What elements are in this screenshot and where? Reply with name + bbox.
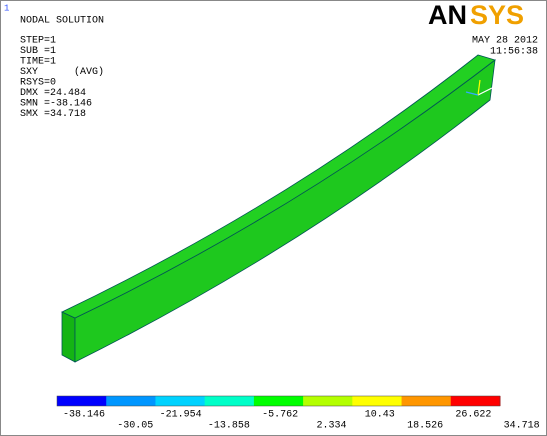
legend-label: -5.762	[262, 410, 298, 421]
legend-band	[352, 396, 402, 406]
legend-band	[155, 396, 205, 406]
legend-label: 34.718	[504, 421, 540, 432]
logo-left: AN	[428, 0, 467, 30]
legend-band	[254, 396, 304, 406]
legend-band	[205, 396, 255, 406]
info-line: SUB =1	[20, 46, 56, 57]
ansys-graphics-window: 1 NODAL SOLUTION STEP=1SUB =1TIME=1SXY (…	[0, 0, 547, 436]
legend-band	[402, 396, 452, 406]
info-line: TIME=1	[20, 57, 56, 68]
window-number: 1	[4, 3, 9, 13]
legend-band	[303, 396, 353, 406]
page: 1 NODAL SOLUTION STEP=1SUB =1TIME=1SXY (…	[0, 0, 547, 436]
info-line: SXY (AVG)	[20, 66, 104, 78]
legend-label: -13.858	[208, 421, 250, 432]
logo-right: SYS	[470, 0, 524, 30]
time: 11:56:38	[490, 47, 538, 58]
legend-band	[106, 396, 156, 406]
date: MAY 28 2012	[472, 36, 538, 47]
info-line: RSYS=0	[20, 78, 56, 89]
legend-band	[57, 396, 107, 406]
legend-label: -30.05	[117, 421, 153, 432]
legend-label: 2.334	[316, 421, 346, 432]
legend-label: 26.622	[455, 410, 491, 421]
info-title: NODAL SOLUTION	[20, 16, 104, 27]
legend-label: 10.43	[365, 410, 395, 421]
info-line: DMX =24.484	[20, 88, 86, 99]
legend-label: -38.146	[63, 410, 105, 421]
legend-band	[451, 396, 501, 406]
info-line: SMX =34.718	[20, 109, 86, 120]
legend-label: -21.954	[160, 410, 202, 421]
legend-label: 18.526	[407, 421, 443, 432]
beam-end-face	[62, 312, 75, 362]
info-line: SMN =-38.146	[20, 99, 92, 110]
info-line: STEP=1	[20, 36, 56, 47]
